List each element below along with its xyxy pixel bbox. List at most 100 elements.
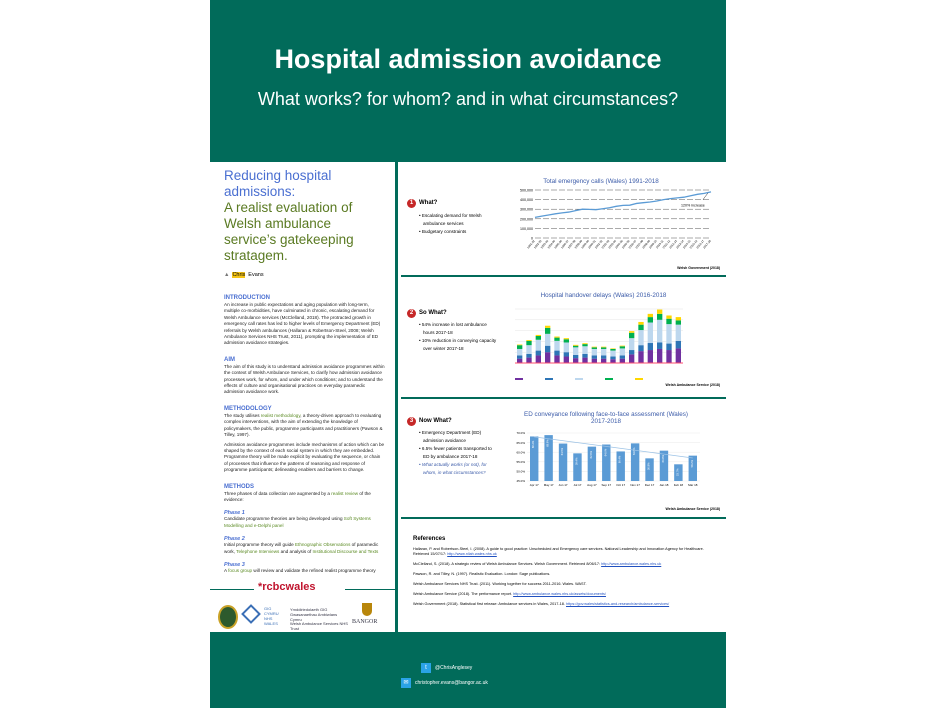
chart-source: Welsh Ambulance Service (2018) bbox=[665, 507, 720, 511]
bar-segment bbox=[657, 309, 663, 314]
bar-segment bbox=[535, 334, 541, 336]
y-tick-label: 0 bbox=[531, 237, 533, 241]
reference-link[interactable]: http://www.ambulance.wales.nhs.uk/assets… bbox=[513, 592, 606, 596]
trendline bbox=[534, 436, 693, 459]
bar-segment bbox=[647, 322, 653, 344]
data-label: 53.7% bbox=[675, 468, 679, 476]
bar-segment bbox=[517, 348, 523, 356]
phase3-heading: Phase 3 bbox=[224, 561, 245, 568]
phase1-heading: Phase 1 bbox=[224, 510, 245, 517]
bar-segment bbox=[638, 351, 644, 363]
bar-segment bbox=[582, 343, 588, 345]
poster-subtitle: What works? for whom? and in what circum… bbox=[257, 89, 679, 109]
data-label: 68.9% bbox=[546, 439, 550, 447]
bar-segment bbox=[675, 317, 681, 321]
twitter-contact[interactable]: t @ChrisAnglesey bbox=[421, 663, 472, 673]
emergency-calls-chart: 0 100,000 200,000 300,000 400,000 500,000 1991… bbox=[520, 189, 712, 250]
bar-segment bbox=[582, 353, 588, 358]
reference-link[interactable]: http://www.ambulance.wales.nhs.uk bbox=[601, 562, 662, 566]
bar-segment bbox=[573, 347, 579, 355]
bar-segment bbox=[666, 318, 672, 325]
x-tick-label: 2008-09 bbox=[641, 239, 651, 250]
bangor-logo: BANGOR bbox=[352, 619, 378, 626]
reference-item: Welsh Ambulance Service (2018). The perf… bbox=[413, 592, 606, 596]
was-welsh-name: Ymddiriedolaeth GIG Gwasanaethau Ambiwla… bbox=[290, 607, 338, 623]
x-tick-label: 2010-11 bbox=[655, 239, 665, 250]
x-tick-label: Mar 18 bbox=[688, 483, 698, 487]
data-label: 64.0% bbox=[603, 448, 607, 456]
bar-segment bbox=[526, 357, 532, 363]
x-tick-label: 2016-17 bbox=[695, 239, 705, 250]
x-tick-label: Sep 17 bbox=[602, 483, 612, 487]
bullet: • Emergency Department (ED) admission av… bbox=[419, 430, 482, 443]
reference-link[interactable]: https://gov.wales/statistics-and-researc… bbox=[566, 602, 670, 606]
y-tick-label: 70.0% bbox=[516, 431, 525, 435]
data-label: 58.2% bbox=[690, 459, 694, 467]
bar bbox=[544, 435, 553, 481]
bar-segment bbox=[619, 345, 625, 347]
data-label: 62.9% bbox=[589, 450, 593, 458]
bar bbox=[645, 458, 654, 481]
bar-segment bbox=[675, 324, 681, 341]
phase2-heading: Phase 2 bbox=[224, 536, 245, 543]
y-tick-label: 100,000 bbox=[520, 227, 533, 231]
bar-segment bbox=[545, 345, 551, 353]
data-label: 64.5% bbox=[560, 447, 564, 455]
bullet: • Budgetary constraints bbox=[419, 229, 467, 234]
data-label: 56.8% bbox=[647, 462, 651, 470]
bar-segment bbox=[563, 356, 569, 363]
bar-segment bbox=[535, 336, 541, 340]
bar-segment bbox=[526, 345, 532, 354]
bar-segment bbox=[675, 348, 681, 363]
bar-segment bbox=[563, 342, 569, 353]
bar-segment bbox=[582, 357, 588, 363]
bar-segment bbox=[554, 336, 560, 338]
x-tick-label: 2015-16 bbox=[689, 239, 699, 250]
legend-swatch bbox=[575, 378, 583, 380]
methodology-text: The study utilises realist methodology, … bbox=[224, 412, 383, 438]
was-english-name: Welsh Ambulance Services NHS Trust bbox=[290, 621, 348, 632]
x-tick-label: Jul 17 bbox=[573, 483, 581, 487]
bar-segment bbox=[629, 350, 635, 355]
reference-link[interactable]: http://www.nliah.wales.nhs.uk bbox=[447, 552, 497, 556]
bar-segment bbox=[591, 347, 597, 349]
chart-source: Welsh Government (2018) bbox=[677, 266, 720, 270]
x-tick-label: May 17 bbox=[544, 483, 554, 487]
x-tick-label: Aug 17 bbox=[587, 483, 597, 487]
bar-segment bbox=[619, 346, 625, 349]
bar-segment bbox=[638, 345, 644, 352]
author-first: Chris bbox=[232, 272, 246, 278]
panel-question: So What? bbox=[419, 310, 447, 316]
bar-segment bbox=[573, 344, 579, 346]
bar-segment bbox=[647, 350, 653, 363]
ambulance-crest-logo bbox=[218, 605, 238, 630]
bar bbox=[674, 464, 683, 481]
x-tick-label: 1994-95 bbox=[546, 239, 556, 250]
bar-segment bbox=[545, 327, 551, 334]
methods-text: Three phases of data collection are augm… bbox=[224, 490, 371, 502]
aim-text: The aim of this study is to understand a… bbox=[224, 363, 385, 395]
bar bbox=[558, 443, 568, 481]
nhs-wales-cross-logo bbox=[241, 604, 261, 625]
bar-segment bbox=[591, 348, 597, 356]
email-contact[interactable]: ✉ christopher.evans@bangor.ac.uk bbox=[401, 678, 488, 688]
x-tick-label: 2012-13 bbox=[668, 239, 678, 250]
panel-question: What? bbox=[419, 200, 438, 206]
x-tick-label: 1999-00 bbox=[580, 239, 590, 250]
data-label: 68.2% bbox=[531, 440, 535, 448]
x-tick-label: Dec 17 bbox=[645, 483, 655, 487]
number-1-icon: 1 bbox=[407, 199, 416, 208]
bar-segment bbox=[675, 340, 681, 349]
x-tick-label: 1993-94 bbox=[540, 239, 550, 250]
gig-nhs-logo: GIG CYMRU NHS WALES bbox=[264, 606, 279, 627]
bar-segment bbox=[601, 348, 607, 356]
bar-segment bbox=[629, 354, 635, 363]
number-3-icon: 3 bbox=[407, 417, 416, 426]
x-tick-label: 2009-10 bbox=[648, 239, 658, 250]
reference-item: Hallaran, P. and Robertson-Steel, I. (20… bbox=[413, 547, 704, 556]
annotation-arrow bbox=[702, 192, 709, 200]
bar-segment bbox=[638, 330, 644, 346]
bar-segment bbox=[591, 358, 597, 363]
x-tick-label: 2004-05 bbox=[614, 239, 624, 250]
x-tick-label: 1991-92 bbox=[526, 239, 536, 250]
